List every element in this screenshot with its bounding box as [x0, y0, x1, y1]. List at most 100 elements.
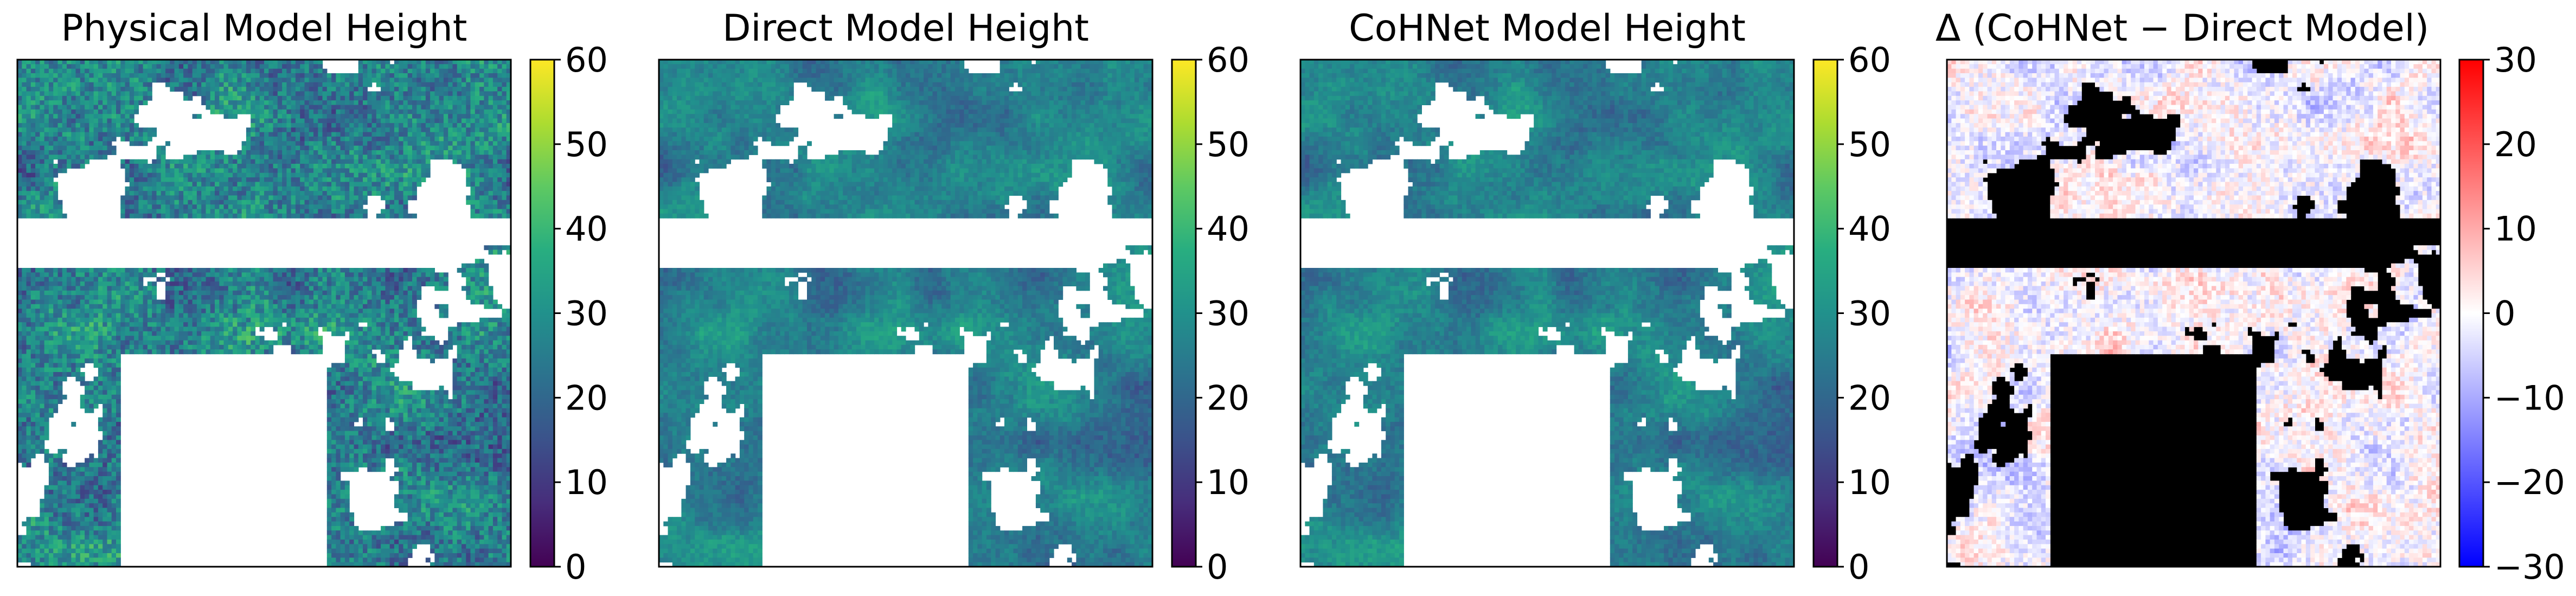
heatmap-cell	[497, 119, 502, 124]
heatmap-cell	[219, 300, 224, 305]
heatmap-cell	[219, 327, 224, 332]
heatmap-cell	[94, 100, 99, 105]
heatmap-cell	[318, 91, 323, 96]
heatmap-cell	[300, 155, 305, 159]
heatmap-cell	[367, 164, 372, 169]
heatmap-cell	[300, 91, 305, 96]
heatmap-cell	[502, 327, 507, 332]
heatmap-cell	[94, 141, 99, 146]
heatmap-cell	[493, 146, 498, 151]
heatmap-cell	[246, 277, 251, 282]
heatmap-cell	[49, 155, 54, 159]
heatmap-cell	[489, 173, 494, 178]
heatmap-cell	[426, 150, 431, 155]
heatmap-cell	[116, 82, 121, 87]
heatmap-cell	[116, 336, 121, 341]
heatmap-cell	[102, 114, 107, 119]
heatmap-cell	[484, 100, 489, 105]
heatmap-cell	[134, 82, 139, 87]
heatmap-cell	[309, 318, 314, 323]
heatmap-cell	[475, 300, 480, 305]
heatmap-cell	[44, 119, 49, 124]
heatmap-cell	[408, 91, 413, 96]
heatmap-cell	[193, 182, 197, 187]
heatmap-cell	[273, 168, 278, 173]
heatmap-cell	[358, 277, 363, 282]
heatmap-cell	[367, 304, 372, 309]
heatmap-cell	[349, 150, 354, 155]
heatmap-cell	[286, 141, 291, 146]
heatmap-cell	[246, 331, 251, 336]
heatmap-cell	[27, 341, 31, 345]
heatmap-cell	[264, 87, 269, 92]
heatmap-cell	[233, 300, 238, 305]
heatmap-cell	[367, 82, 372, 87]
heatmap-cell	[484, 164, 489, 169]
heatmap-cell	[358, 119, 363, 124]
heatmap-cell	[260, 300, 265, 305]
heatmap-cell	[224, 182, 229, 187]
heatmap-cell	[161, 200, 166, 205]
heatmap-cell	[130, 331, 134, 336]
heatmap-cell	[206, 331, 211, 336]
heatmap-cell	[197, 327, 202, 332]
heatmap-cell	[44, 341, 49, 345]
heatmap-cell	[475, 87, 480, 92]
heatmap-cell	[148, 177, 152, 182]
heatmap-cell	[233, 313, 238, 318]
heatmap-cell	[112, 336, 117, 341]
heatmap-cell	[497, 110, 502, 114]
heatmap-cell	[183, 304, 188, 309]
heatmap-cell	[53, 132, 58, 137]
heatmap-cell	[125, 281, 130, 286]
heatmap-cell	[273, 105, 278, 110]
heatmap-cell	[381, 119, 386, 124]
heatmap-cell	[53, 318, 58, 323]
heatmap-cell	[98, 322, 103, 327]
heatmap-cell	[76, 114, 81, 119]
heatmap-cell	[390, 281, 395, 286]
heatmap-cell	[363, 286, 368, 291]
heatmap-cell	[242, 291, 247, 296]
heatmap-cell	[237, 268, 242, 273]
heatmap-cell	[138, 300, 143, 305]
heatmap-cell	[94, 313, 99, 318]
heatmap-cell	[376, 155, 381, 159]
heatmap-cell	[255, 300, 260, 305]
heatmap-cell	[479, 141, 484, 146]
heatmap-cell	[143, 300, 148, 305]
heatmap-cell	[273, 214, 278, 219]
heatmap-cell	[237, 164, 242, 169]
heatmap-cell	[188, 331, 193, 336]
heatmap-cell	[165, 159, 170, 164]
heatmap-cell	[161, 195, 166, 200]
heatmap-cell	[466, 286, 471, 291]
heatmap-cell	[260, 309, 265, 313]
heatmap-cell	[206, 345, 211, 350]
heatmap-cell	[403, 268, 408, 273]
heatmap-cell	[49, 100, 54, 105]
heatmap-cell	[197, 331, 202, 336]
heatmap-cell	[372, 100, 377, 105]
heatmap-cell	[502, 100, 507, 105]
heatmap-cell	[408, 300, 413, 305]
heatmap-cell	[403, 318, 408, 323]
heatmap-cell	[206, 187, 211, 191]
heatmap-cell	[336, 100, 341, 105]
heatmap-cell	[466, 82, 471, 87]
heatmap-cell	[278, 204, 283, 209]
heatmap-cell	[475, 182, 480, 187]
heatmap-cell	[251, 286, 255, 291]
heatmap-cell	[206, 78, 211, 82]
heatmap-cell	[193, 300, 197, 305]
heatmap-cell	[471, 155, 476, 159]
heatmap-cell	[98, 87, 103, 92]
heatmap-cell	[94, 268, 99, 273]
heatmap-cell	[197, 159, 202, 164]
heatmap-cell	[336, 291, 341, 296]
heatmap-cell	[278, 173, 283, 178]
heatmap-cell	[143, 64, 148, 69]
heatmap-cell	[376, 105, 381, 110]
heatmap-cell	[22, 96, 27, 101]
heatmap-cell	[318, 322, 323, 327]
